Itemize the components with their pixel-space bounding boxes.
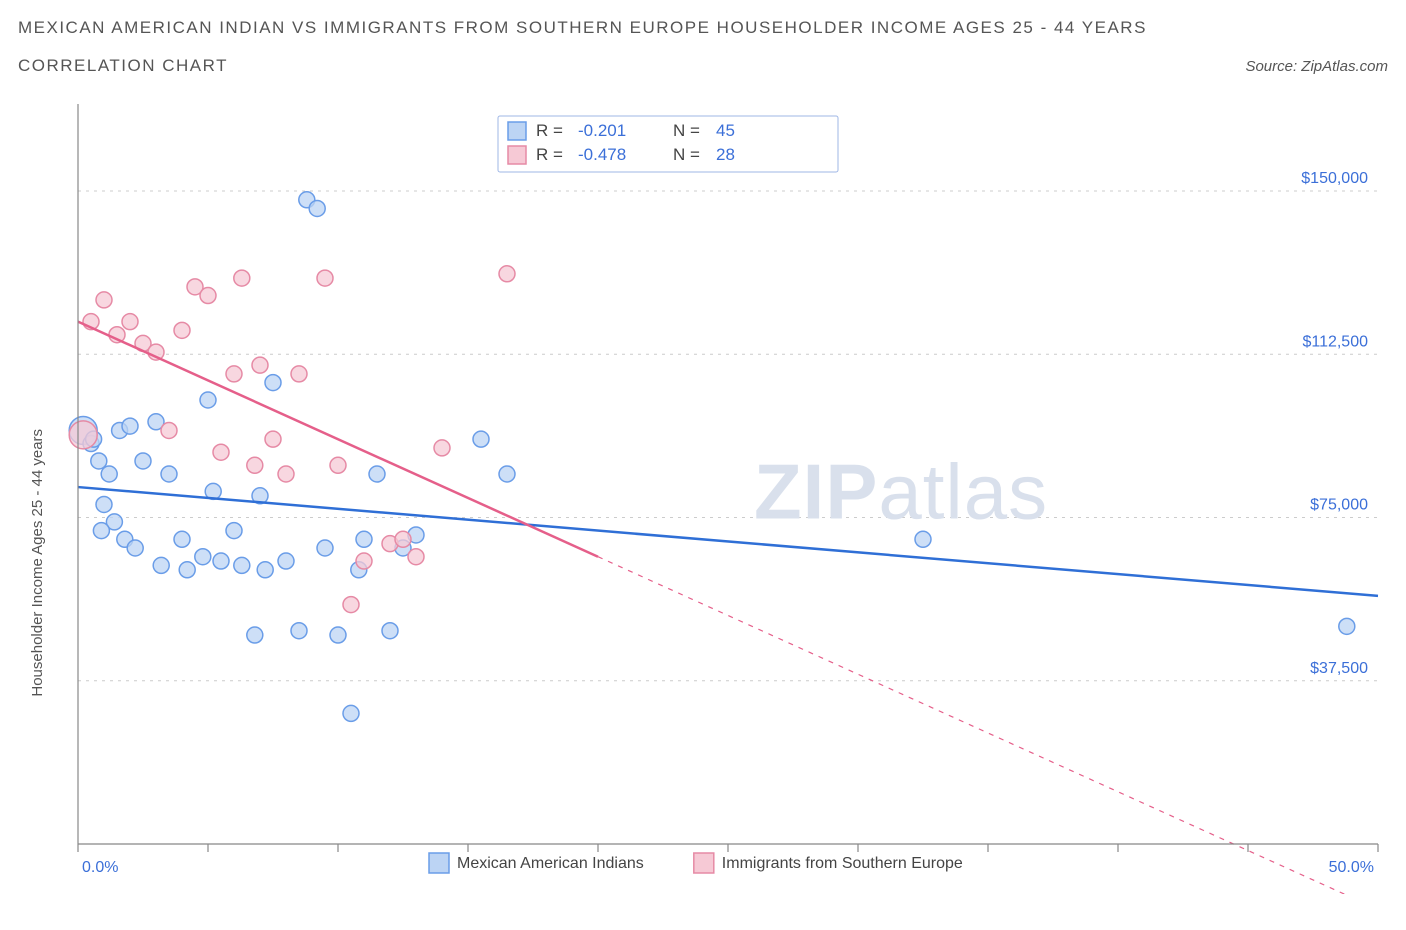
data-point — [499, 466, 515, 482]
svg-text:$150,000: $150,000 — [1301, 170, 1368, 187]
svg-text:45: 45 — [716, 121, 735, 140]
data-point — [499, 266, 515, 282]
data-point — [395, 531, 411, 547]
svg-text:ZIPatlas: ZIPatlas — [754, 447, 1048, 535]
data-point — [91, 453, 107, 469]
svg-text:50.0%: 50.0% — [1329, 859, 1374, 876]
data-point — [356, 553, 372, 569]
chart-title-line2: CORRELATION CHART — [18, 56, 228, 76]
data-point — [309, 200, 325, 216]
chart-title-line1: MEXICAN AMERICAN INDIAN VS IMMIGRANTS FR… — [18, 18, 1388, 38]
data-point — [69, 421, 97, 449]
data-point — [317, 540, 333, 556]
legend-swatch — [508, 122, 526, 140]
svg-text:28: 28 — [716, 145, 735, 164]
data-point — [226, 366, 242, 382]
svg-text:R =: R = — [536, 121, 563, 140]
data-point — [317, 270, 333, 286]
data-point — [291, 366, 307, 382]
svg-text:$37,500: $37,500 — [1310, 660, 1368, 677]
data-point — [161, 466, 177, 482]
data-point — [247, 627, 263, 643]
data-point — [96, 292, 112, 308]
data-point — [96, 496, 112, 512]
data-point — [343, 597, 359, 613]
data-point — [122, 418, 138, 434]
svg-text:-0.201: -0.201 — [578, 121, 626, 140]
data-point — [200, 392, 216, 408]
data-point — [1339, 618, 1355, 634]
legend-label: Immigrants from Southern Europe — [722, 855, 963, 872]
legend-swatch — [429, 853, 449, 873]
data-point — [356, 531, 372, 547]
legend-swatch — [694, 853, 714, 873]
data-point — [153, 557, 169, 573]
chart-container: $37,500 $75,000 $112,500 $150,000 ZIPatlas 0.… — [18, 94, 1388, 894]
data-point — [252, 357, 268, 373]
data-point — [915, 531, 931, 547]
svg-text:R =: R = — [536, 145, 563, 164]
data-point — [330, 627, 346, 643]
svg-text:N =: N = — [673, 121, 700, 140]
data-point — [369, 466, 385, 482]
data-point — [382, 623, 398, 639]
data-point — [174, 531, 190, 547]
data-point — [213, 444, 229, 460]
legend-label: Mexican American Indians — [457, 855, 644, 872]
data-point — [473, 431, 489, 447]
data-point — [93, 523, 109, 539]
svg-text:$75,000: $75,000 — [1310, 497, 1368, 514]
svg-text:0.0%: 0.0% — [82, 859, 118, 876]
data-point — [161, 422, 177, 438]
svg-text:Householder Income Ages 25 - 4: Householder Income Ages 25 - 44 years — [29, 429, 46, 697]
data-point — [234, 270, 250, 286]
data-point — [174, 322, 190, 338]
trend-line — [78, 487, 1378, 596]
legend-swatch — [508, 146, 526, 164]
data-point — [234, 557, 250, 573]
svg-text:$112,500: $112,500 — [1302, 333, 1368, 350]
source-label: Source: ZipAtlas.com — [1245, 58, 1388, 75]
data-point — [200, 288, 216, 304]
data-point — [226, 523, 242, 539]
data-point — [195, 549, 211, 565]
trend-line — [78, 322, 598, 557]
data-point — [278, 553, 294, 569]
data-point — [265, 431, 281, 447]
subtitle-row: CORRELATION CHART Source: ZipAtlas.com — [18, 56, 1388, 76]
data-point — [278, 466, 294, 482]
svg-text:-0.478: -0.478 — [578, 145, 626, 164]
data-point — [408, 549, 424, 565]
data-point — [135, 453, 151, 469]
data-point — [101, 466, 117, 482]
data-point — [291, 623, 307, 639]
data-point — [179, 562, 195, 578]
data-point — [247, 457, 263, 473]
data-point — [434, 440, 450, 456]
data-point — [343, 705, 359, 721]
data-point — [265, 375, 281, 391]
data-point — [330, 457, 346, 473]
data-point — [122, 314, 138, 330]
data-point — [257, 562, 273, 578]
correlation-scatter-chart: $37,500 $75,000 $112,500 $150,000 ZIPatlas 0.… — [18, 94, 1388, 894]
svg-text:N =: N = — [673, 145, 700, 164]
data-point — [213, 553, 229, 569]
data-point — [127, 540, 143, 556]
